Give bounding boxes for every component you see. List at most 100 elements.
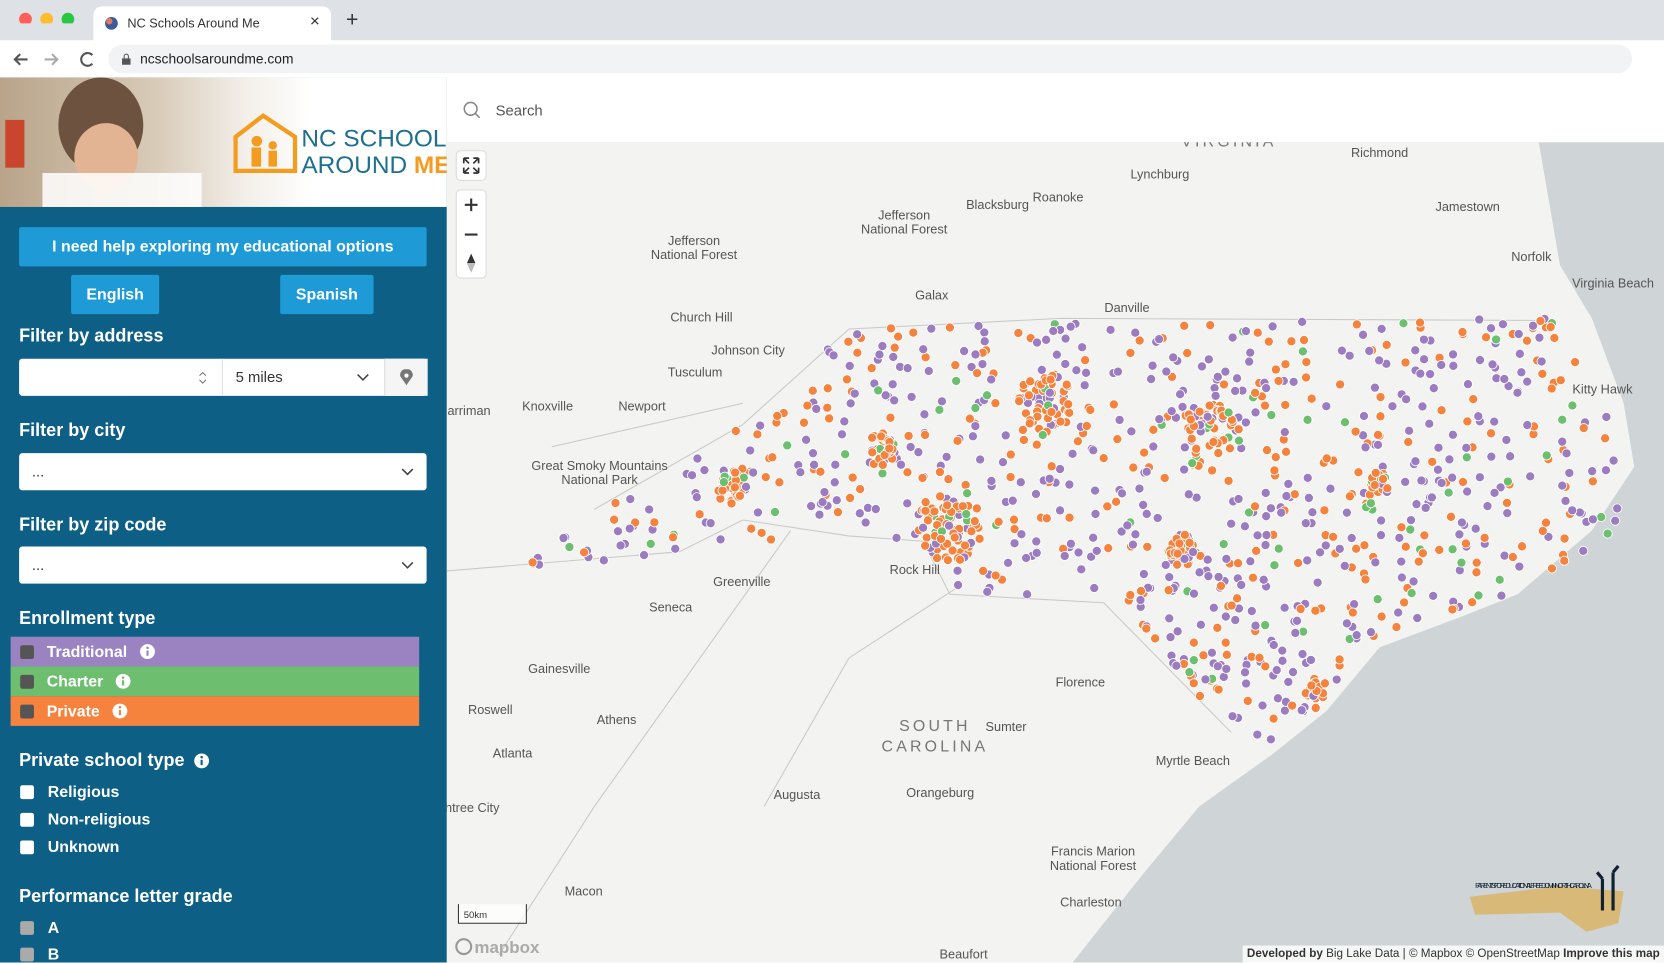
credits[interactable]: | © Mapbox © OpenStreetMap (1402, 948, 1560, 961)
developer-link[interactable]: Big Lake Data (1326, 948, 1400, 961)
school-marker (1418, 334, 1429, 345)
school-marker (1534, 332, 1545, 343)
school-marker (1559, 555, 1570, 566)
school-marker (1467, 597, 1478, 608)
school-marker (1444, 454, 1455, 465)
improve-link[interactable]: Improve this map (1563, 948, 1660, 961)
fullscreen-button[interactable] (455, 150, 487, 181)
school-marker (670, 543, 681, 554)
school-marker (1376, 323, 1387, 334)
info-icon[interactable] (127, 643, 159, 660)
school-marker (919, 409, 930, 420)
nav-buttons[interactable] (11, 49, 100, 70)
checkbox[interactable] (20, 921, 34, 935)
url-field[interactable]: ncschoolsaroundme.com (108, 44, 1633, 74)
checkbox[interactable] (20, 840, 34, 855)
checkbox[interactable] (20, 674, 34, 689)
school-marker (1540, 517, 1551, 528)
school-marker (1102, 501, 1113, 512)
address-field[interactable] (19, 358, 223, 396)
checkbox[interactable] (20, 947, 34, 962)
compass[interactable] (466, 253, 476, 264)
zip-select[interactable]: ... (19, 546, 427, 584)
help-button[interactable]: I need help exploring my educational opt… (19, 227, 427, 267)
grade-b-option[interactable]: B (19, 946, 59, 963)
place-label: Orangeburg (906, 785, 974, 800)
english-button[interactable]: English (71, 274, 160, 315)
school-marker (1393, 607, 1404, 618)
school-marker (1293, 557, 1304, 568)
info-icon[interactable] (185, 752, 213, 769)
school-marker (1373, 439, 1383, 450)
charter-option[interactable]: Charter (10, 666, 420, 697)
locate-button[interactable] (384, 358, 428, 396)
school-marker (1259, 400, 1270, 411)
checkbox[interactable] (20, 812, 34, 827)
place-label: Florence (1056, 675, 1105, 690)
place-label: National Forest (1050, 858, 1137, 873)
school-marker (1336, 345, 1347, 356)
school-marker (964, 413, 975, 424)
school-marker (1396, 556, 1407, 567)
school-marker (1108, 399, 1119, 410)
ocean (1072, 142, 1664, 963)
school-marker (1514, 348, 1525, 359)
city-select[interactable]: ... (19, 453, 427, 491)
school-marker (934, 467, 945, 478)
school-marker (917, 472, 928, 483)
school-marker (1172, 548, 1183, 559)
school-marker (1555, 375, 1566, 386)
school-marker (1188, 637, 1199, 648)
school-marker (1376, 611, 1387, 622)
distance-select[interactable]: 5 miles (235, 368, 283, 386)
browser-tab[interactable]: NC Schools Around Me × (93, 6, 332, 41)
place-label: Blacksburg (966, 197, 1029, 212)
option-label: A (47, 919, 60, 938)
search-bar[interactable]: Search (446, 77, 1664, 144)
private-option[interactable]: Private (10, 696, 420, 726)
school-marker (1516, 367, 1527, 378)
place-label: Richmond (1351, 145, 1408, 160)
school-marker (1051, 349, 1062, 360)
school-marker (1600, 433, 1611, 444)
chevron (357, 374, 369, 382)
traditional-option[interactable]: Traditional (10, 636, 420, 667)
window-controls[interactable] (15, 8, 79, 24)
spanish-button[interactable]: Spanish (280, 274, 374, 315)
school-marker (885, 412, 896, 423)
option-label: Unknown (47, 838, 120, 857)
map[interactable]: VIRGINIA Richmond Lynchburg Roanoke Blacksbu… (446, 142, 1664, 963)
school-marker (1535, 315, 1546, 326)
place-label: Tusculum (668, 365, 723, 380)
school-marker (967, 431, 978, 442)
new-tab[interactable]: + (345, 8, 359, 32)
school-marker (1436, 405, 1447, 416)
religious-option[interactable]: Religious (19, 783, 119, 801)
school-marker (1260, 661, 1271, 672)
school-marker (1138, 499, 1149, 510)
school-marker (1549, 333, 1560, 343)
fullscreen-icon (462, 157, 480, 174)
checkbox[interactable] (20, 644, 34, 659)
school-marker (1281, 446, 1292, 457)
school-marker (1448, 349, 1459, 360)
school-marker (1179, 529, 1190, 540)
attribution-prefix: Developed by (1246, 948, 1323, 961)
school-marker (1499, 373, 1510, 384)
checkbox[interactable] (20, 704, 34, 718)
school-marker (986, 475, 997, 486)
school-marker (905, 441, 916, 452)
school-marker (770, 507, 780, 518)
school-marker (1186, 433, 1197, 444)
school-marker (1447, 472, 1458, 483)
non-religious-option[interactable]: Non-religious (19, 811, 150, 829)
unknown-option[interactable]: Unknown (19, 838, 119, 856)
zoom-in[interactable] (464, 198, 478, 212)
checkbox[interactable] (20, 785, 34, 800)
tab-close[interactable]: × (309, 12, 320, 31)
info-icon[interactable] (103, 673, 135, 690)
school-marker (735, 490, 745, 501)
info-icon[interactable] (100, 703, 132, 720)
grade-a-option[interactable]: A (19, 919, 59, 937)
place-label: Jefferson (668, 233, 720, 248)
